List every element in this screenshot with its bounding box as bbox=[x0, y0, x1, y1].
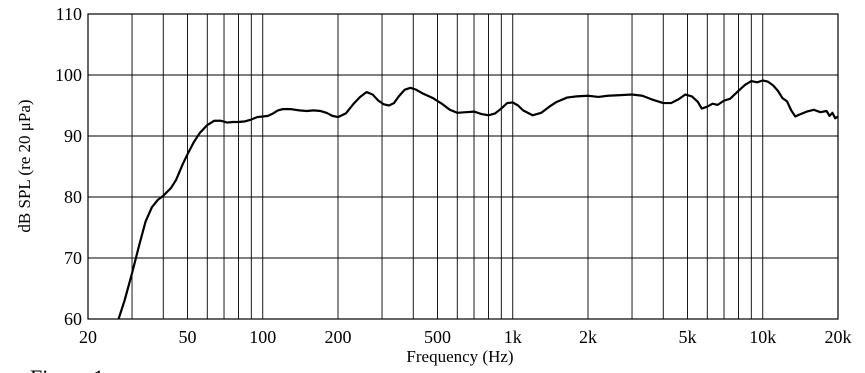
x-tick-label: 1k bbox=[504, 327, 522, 347]
y-tick-label: 110 bbox=[56, 4, 82, 24]
y-tick-label: 90 bbox=[64, 126, 82, 146]
figure-caption: Figure 1 bbox=[30, 365, 104, 373]
x-tick-label: 50 bbox=[178, 327, 196, 347]
x-tick-label: 500 bbox=[424, 327, 451, 347]
x-tick-labels: 20 50 100 200 500 1k 2k 5k 10k 20k bbox=[79, 327, 852, 347]
x-tick-label: 200 bbox=[325, 327, 352, 347]
y-tick-label: 70 bbox=[64, 248, 82, 268]
x-tick-label: 20k bbox=[825, 327, 852, 347]
x-axis-title: Frequency (Hz) bbox=[406, 347, 513, 366]
y-gridlines bbox=[88, 13, 838, 320]
y-tick-label: 60 bbox=[64, 309, 82, 329]
x-tick-label: 5k bbox=[678, 327, 696, 347]
y-axis-title: dB SPL (re 20 μPa) bbox=[15, 99, 34, 232]
x-tick-label: 20 bbox=[79, 327, 97, 347]
x-tick-label: 100 bbox=[249, 327, 276, 347]
y-tick-labels: 60 70 80 90 100 110 bbox=[55, 4, 82, 329]
x-gridlines bbox=[87, 14, 839, 319]
y-tick-label: 80 bbox=[64, 187, 82, 207]
y-tick-label: 100 bbox=[55, 65, 82, 85]
x-tick-label: 10k bbox=[749, 327, 776, 347]
plot-frame bbox=[87, 13, 839, 320]
series-line-spl bbox=[117, 79, 839, 320]
x-tick-label: 2k bbox=[579, 327, 597, 347]
